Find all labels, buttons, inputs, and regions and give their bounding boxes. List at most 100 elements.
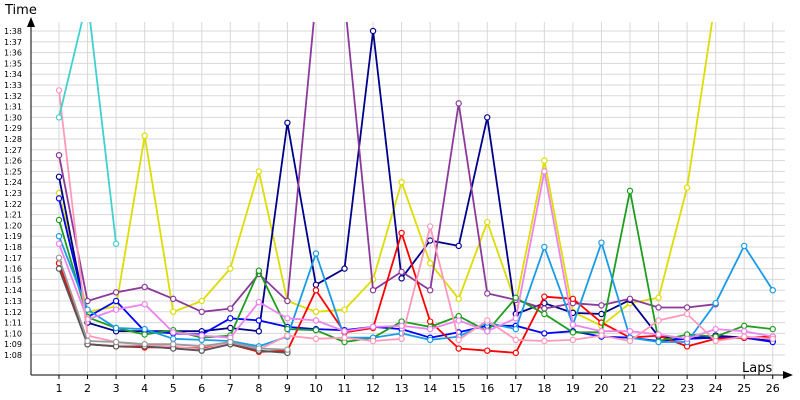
data-point bbox=[655, 338, 662, 346]
x-tick-label: 9 bbox=[284, 382, 291, 395]
y-tick-label: 1:23 bbox=[4, 189, 22, 198]
series-line bbox=[58, 22, 713, 327]
y-tick-label: 1:22 bbox=[4, 200, 22, 209]
x-tick-label: 10 bbox=[309, 382, 323, 395]
data-point bbox=[626, 295, 634, 303]
data-point bbox=[255, 345, 263, 352]
data-point bbox=[55, 189, 63, 197]
data-point bbox=[541, 330, 548, 337]
data-point bbox=[312, 317, 320, 324]
data-point bbox=[112, 289, 120, 296]
y-tick-label: 1:36 bbox=[4, 49, 22, 58]
data-point bbox=[683, 335, 691, 342]
data-point bbox=[741, 322, 748, 330]
data-point bbox=[284, 332, 291, 339]
data-point bbox=[655, 294, 662, 301]
data-point bbox=[198, 308, 205, 315]
data-point bbox=[598, 239, 605, 246]
data-point bbox=[769, 287, 776, 294]
data-point bbox=[484, 218, 491, 226]
series-lines bbox=[55, 22, 776, 357]
data-point bbox=[598, 332, 605, 339]
data-point bbox=[312, 287, 320, 294]
y-axis-arrow bbox=[27, 17, 35, 27]
data-point bbox=[741, 333, 748, 340]
y-tick-label: 1:31 bbox=[4, 103, 22, 112]
data-point bbox=[227, 338, 234, 346]
series-line bbox=[58, 90, 773, 351]
data-point bbox=[541, 293, 548, 300]
data-point bbox=[55, 114, 63, 121]
data-point bbox=[426, 336, 434, 344]
series-line bbox=[58, 170, 773, 340]
data-point bbox=[569, 336, 577, 344]
data-point bbox=[541, 310, 548, 318]
x-tick-label: 26 bbox=[766, 382, 780, 395]
y-tick-labels: 1:08 1:09 1:101:11 1:12 1:13 1:14 1:151:16 1:17… bbox=[4, 27, 22, 360]
data-point bbox=[398, 335, 405, 342]
y-tick-label: 1:25 bbox=[4, 167, 22, 176]
data-point bbox=[626, 337, 634, 345]
y-tick-label: 1:37 bbox=[4, 38, 22, 47]
series-2 bbox=[55, 27, 776, 345]
data-point bbox=[569, 329, 577, 336]
data-point bbox=[112, 297, 120, 305]
x-tick-label: 22 bbox=[652, 382, 666, 395]
y-tick-label: 1:10 bbox=[4, 329, 22, 338]
data-point bbox=[484, 328, 491, 335]
data-point bbox=[769, 325, 776, 333]
data-point bbox=[626, 187, 634, 195]
x-tick-label: 19 bbox=[566, 382, 580, 395]
y-tick-label: 1:15 bbox=[4, 275, 22, 284]
data-point bbox=[426, 237, 434, 244]
data-point bbox=[712, 337, 719, 345]
x-tick-label: 11 bbox=[338, 382, 352, 395]
data-point bbox=[512, 349, 520, 357]
data-point bbox=[141, 283, 148, 291]
y-tick-label: 1:24 bbox=[4, 178, 22, 187]
series-10 bbox=[55, 22, 120, 247]
data-point bbox=[341, 306, 348, 313]
x-tick-label: 7 bbox=[227, 382, 234, 395]
data-point bbox=[426, 325, 434, 333]
x-tick-label: 15 bbox=[452, 382, 466, 395]
series-9 bbox=[55, 87, 776, 353]
data-point bbox=[455, 336, 462, 344]
x-tick-label: 3 bbox=[113, 382, 120, 395]
x-tick-label: 1 bbox=[56, 382, 63, 395]
series-12 bbox=[55, 254, 291, 353]
x-tick-label: 12 bbox=[366, 382, 380, 395]
x-tick-label: 2 bbox=[84, 382, 91, 395]
y-tick-label: 1:33 bbox=[4, 81, 22, 90]
data-point bbox=[712, 325, 719, 333]
data-point bbox=[541, 337, 548, 345]
data-point bbox=[541, 305, 548, 312]
series-line bbox=[58, 235, 774, 348]
data-point bbox=[398, 268, 405, 276]
data-point bbox=[198, 297, 205, 305]
data-point bbox=[227, 305, 234, 312]
data-point bbox=[112, 240, 120, 247]
y-tick-label: 1:21 bbox=[4, 211, 22, 220]
data-point bbox=[112, 324, 120, 332]
data-point bbox=[312, 250, 320, 257]
x-tick-label: 25 bbox=[737, 382, 751, 395]
x-tick-label: 6 bbox=[198, 382, 205, 395]
y-tick-label: 1:11 bbox=[4, 319, 22, 328]
y-tick-label: 1:12 bbox=[4, 308, 22, 317]
y-tick-label: 1:32 bbox=[4, 92, 22, 101]
data-point bbox=[455, 317, 462, 324]
data-point bbox=[341, 328, 348, 335]
data-point bbox=[512, 294, 520, 301]
y-tick-label: 1:14 bbox=[4, 286, 22, 295]
data-point bbox=[712, 299, 719, 307]
data-point bbox=[369, 337, 377, 345]
data-point bbox=[284, 297, 291, 305]
data-point bbox=[683, 184, 691, 191]
data-point bbox=[84, 337, 91, 345]
data-point bbox=[84, 306, 91, 313]
data-point bbox=[169, 335, 177, 342]
data-point bbox=[455, 242, 462, 250]
x-tick-label: 20 bbox=[594, 382, 608, 395]
data-point bbox=[55, 240, 63, 247]
